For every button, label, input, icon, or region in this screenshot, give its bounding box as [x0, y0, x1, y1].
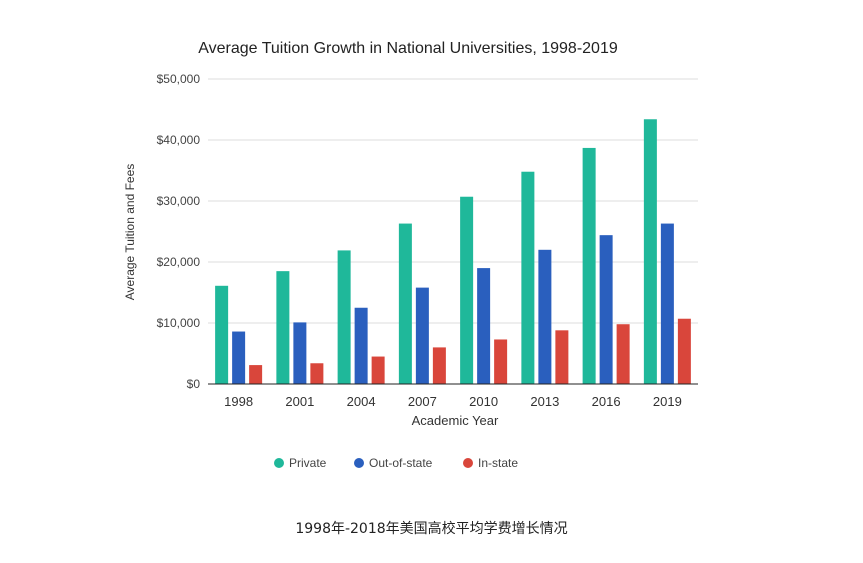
bar	[494, 339, 508, 384]
legend-marker	[463, 458, 473, 468]
x-axis-ticks: 1998 2001 2004 2007 2010 2013 2016 2019	[224, 394, 682, 409]
bar	[538, 249, 552, 384]
chart-title: Average Tuition Growth in National Unive…	[198, 40, 618, 57]
legend-label: Private	[289, 456, 327, 470]
x-tick-label: 2013	[530, 394, 559, 409]
bar	[643, 119, 657, 384]
bar	[415, 287, 429, 384]
x-tick-label: 2001	[285, 394, 314, 409]
y-tick-label: $20,000	[157, 255, 201, 269]
bar	[660, 223, 674, 384]
x-tick-label: 2004	[347, 394, 376, 409]
bar	[293, 322, 307, 384]
bar	[477, 268, 491, 384]
bar	[677, 318, 691, 384]
y-tick-label: $30,000	[157, 194, 201, 208]
bar	[354, 307, 368, 384]
x-tick-label: 2007	[408, 394, 437, 409]
bar	[371, 356, 385, 384]
x-tick-label: 1998	[224, 394, 253, 409]
bar	[616, 324, 630, 384]
bar	[555, 330, 569, 384]
bar	[215, 285, 229, 384]
y-tick-label: $50,000	[157, 72, 201, 86]
bars	[215, 119, 691, 384]
legend-label: Out-of-state	[369, 456, 433, 470]
gridlines	[208, 78, 698, 324]
bar	[599, 235, 613, 384]
legend: Private Out-of-state In-state	[274, 456, 518, 470]
x-tick-label: 2016	[592, 394, 621, 409]
legend-marker	[274, 458, 284, 468]
y-tick-label: $40,000	[157, 133, 201, 147]
bar	[276, 271, 290, 384]
legend-label: In-state	[478, 456, 518, 470]
y-axis-label: Average Tuition and Fees	[123, 164, 137, 301]
y-tick-label: $10,000	[157, 316, 201, 330]
x-axis-label: Academic Year	[412, 413, 499, 428]
x-tick-label: 2010	[469, 394, 498, 409]
caption: 1998年-2018年美国高校平均学费增长情况	[295, 521, 568, 537]
bar	[460, 196, 474, 384]
y-tick-label: $0	[187, 377, 201, 391]
bar	[337, 250, 351, 384]
bar	[398, 223, 412, 384]
y-axis-ticks: $0 $10,000 $20,000 $30,000 $40,000 $50,000	[157, 72, 201, 391]
bar	[232, 331, 246, 384]
bar	[310, 363, 324, 384]
x-tick-label: 2019	[653, 394, 682, 409]
bar	[249, 365, 263, 384]
bar	[521, 171, 535, 384]
legend-marker	[354, 458, 364, 468]
bar	[432, 347, 446, 384]
bar	[582, 147, 596, 384]
